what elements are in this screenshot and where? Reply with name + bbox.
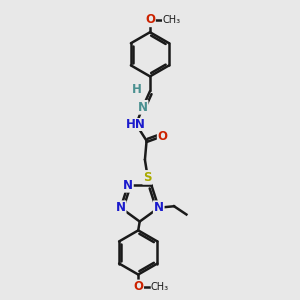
Text: S: S — [143, 171, 152, 184]
Text: O: O — [145, 14, 155, 26]
Text: CH₃: CH₃ — [151, 282, 169, 292]
Text: O: O — [133, 280, 143, 293]
Text: CH₃: CH₃ — [162, 15, 181, 25]
Text: H: H — [132, 83, 142, 96]
Text: N: N — [116, 201, 126, 214]
Text: N: N — [138, 101, 148, 114]
Text: N: N — [123, 179, 133, 192]
Text: N: N — [154, 201, 164, 214]
Text: O: O — [158, 130, 168, 143]
Text: HN: HN — [126, 118, 146, 131]
